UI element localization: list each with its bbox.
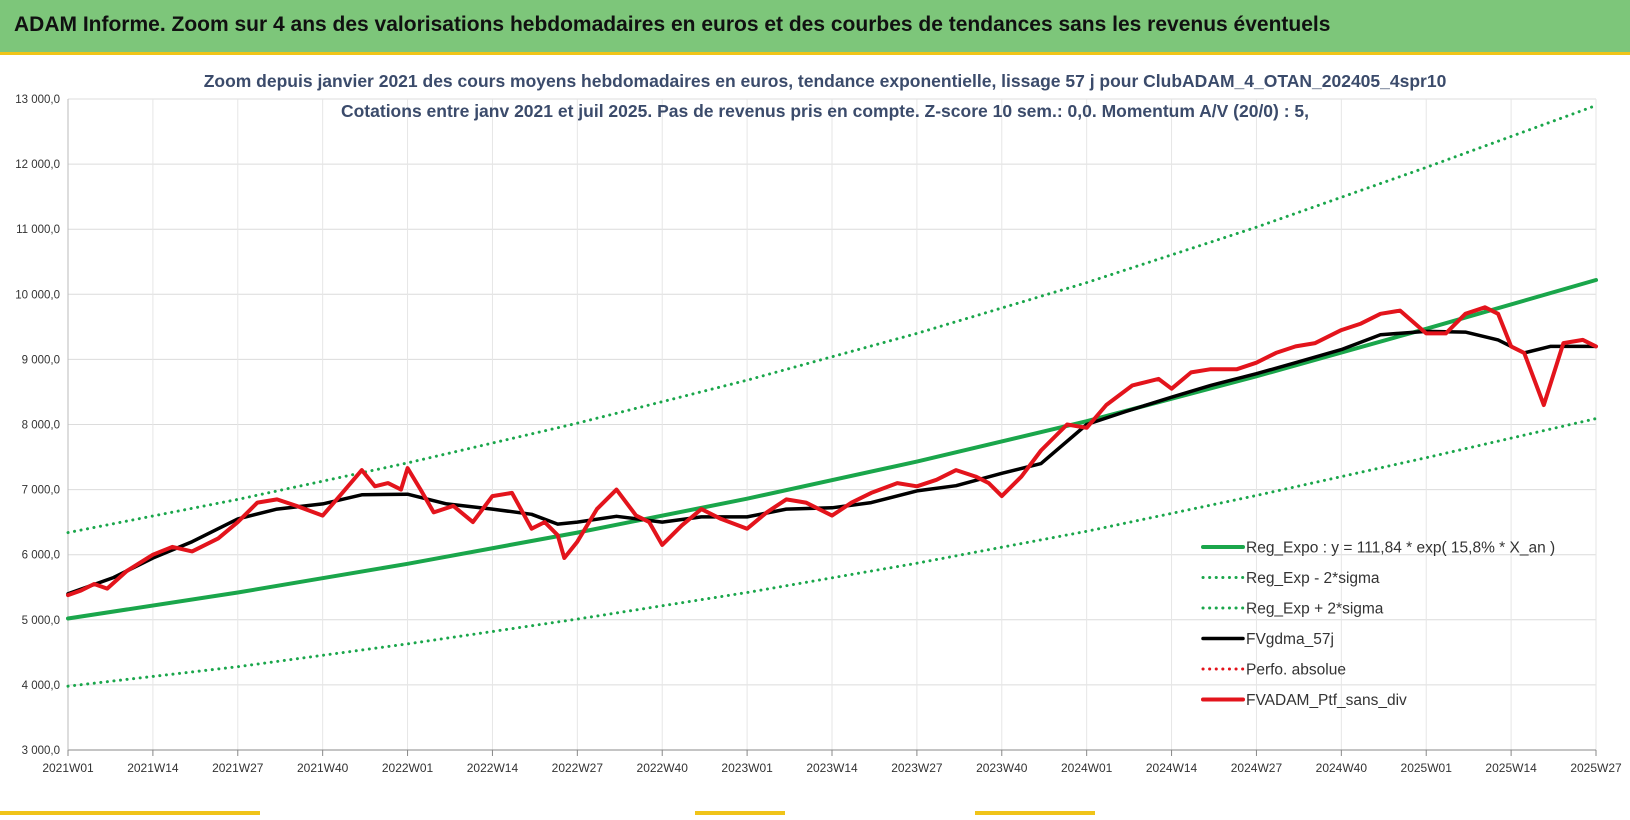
legend-label: Reg_Exp - 2*sigma bbox=[1246, 570, 1380, 587]
x-axis-ticks: 2021W01 2021W14 2021W27 2021W40 2022W01 2022W… bbox=[42, 761, 1622, 775]
x-tick-label: 2023W40 bbox=[976, 761, 1028, 775]
y-tick-label: 8 000,0 bbox=[22, 420, 60, 432]
x-tick-label: 2025W14 bbox=[1485, 761, 1537, 775]
x-tick-label: 2021W40 bbox=[297, 761, 349, 775]
y-tick-label: 11 000,0 bbox=[16, 224, 60, 236]
series-line-1 bbox=[66, 417, 1598, 688]
chart-container: 3 000,0 4 000,0 5 000,0 6 000,0 7 000,0 8 000… bbox=[0, 56, 1630, 815]
y-tick-label: 9 000,0 bbox=[22, 354, 60, 366]
y-tick-label: 10 000,0 bbox=[15, 289, 60, 301]
x-tick-label: 2022W14 bbox=[467, 761, 519, 775]
legend-label: Reg_Exp + 2*sigma bbox=[1246, 601, 1384, 618]
footer-accent-mid bbox=[695, 811, 785, 815]
x-tick-label: 2022W27 bbox=[552, 761, 604, 775]
y-tick-label: 12 000,0 bbox=[15, 159, 60, 171]
footer-accent-right bbox=[975, 811, 1095, 815]
x-tick-label: 2021W14 bbox=[127, 761, 179, 775]
legend-label: Perfo. absolue bbox=[1246, 662, 1346, 679]
x-tick-label: 2023W14 bbox=[806, 761, 858, 775]
x-tick-label: 2022W01 bbox=[382, 761, 434, 775]
y-tick-label: 13 000,0 bbox=[15, 94, 60, 106]
series-line-0 bbox=[66, 278, 1598, 621]
x-tick-label: 2021W27 bbox=[212, 761, 264, 775]
x-tick-label: 2025W01 bbox=[1401, 761, 1453, 775]
y-tick-label: 5 000,0 bbox=[22, 615, 60, 627]
x-tick-label: 2022W40 bbox=[637, 761, 689, 775]
x-tick-label: 2025W27 bbox=[1570, 761, 1622, 775]
legend-label: FVADAM_Ptf_sans_div bbox=[1246, 692, 1407, 709]
grid-layer bbox=[67, 98, 1597, 756]
frame-accent bbox=[0, 52, 1630, 815]
legend-label: Reg_Expo : y = 111,84 * exp( 15,8% * X_a… bbox=[1246, 540, 1555, 557]
chart-title: Zoom depuis janvier 2021 des cours moyen… bbox=[204, 71, 1447, 91]
legend-label: FVgdma_57j bbox=[1246, 631, 1334, 648]
x-tick-label: 2023W27 bbox=[891, 761, 943, 775]
series-layer bbox=[66, 104, 1598, 688]
x-tick-label: 2024W14 bbox=[1146, 761, 1198, 775]
y-tick-label: 3 000,0 bbox=[22, 745, 60, 757]
banner-title: ADAM Informe. Zoom sur 4 ans des valoris… bbox=[0, 0, 1630, 52]
y-tick-label: 4 000,0 bbox=[22, 680, 60, 692]
chart-subtitle: Cotations entre janv 2021 et juil 2025. … bbox=[341, 101, 1309, 121]
x-tick-label: 2023W01 bbox=[721, 761, 773, 775]
legend: Reg_Expo : y = 111,84 * exp( 15,8% * X_a… bbox=[1201, 540, 1555, 709]
series-line-2 bbox=[66, 104, 1598, 535]
series-line-5 bbox=[66, 305, 1598, 598]
x-tick-label: 2024W27 bbox=[1231, 761, 1283, 775]
y-tick-label: 6 000,0 bbox=[22, 550, 60, 562]
x-tick-label: 2024W01 bbox=[1061, 761, 1113, 775]
x-tick-label: 2024W40 bbox=[1316, 761, 1368, 775]
x-tick-label: 2021W01 bbox=[42, 761, 94, 775]
footer-accent-left bbox=[0, 811, 260, 815]
y-axis-ticks: 3 000,0 4 000,0 5 000,0 6 000,0 7 000,0 8 000… bbox=[15, 94, 60, 757]
y-tick-label: 7 000,0 bbox=[22, 485, 60, 497]
chart-svg: 3 000,0 4 000,0 5 000,0 6 000,0 7 000,0 8 000… bbox=[15, 71, 1622, 775]
